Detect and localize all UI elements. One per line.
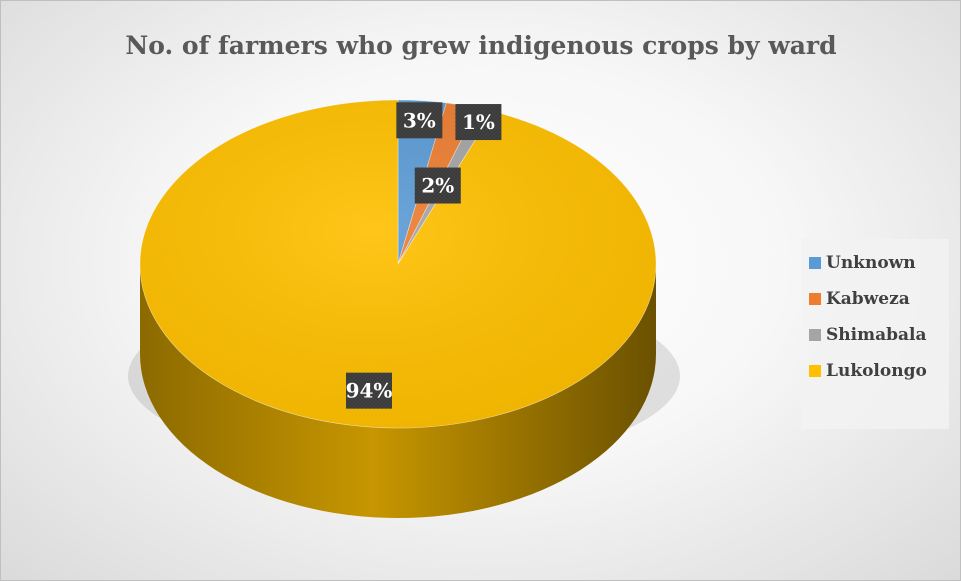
legend-swatch bbox=[809, 293, 821, 305]
legend-item-kabweza: Kabweza bbox=[809, 287, 949, 311]
legend-swatch bbox=[809, 257, 821, 269]
data-label-text: 1% bbox=[462, 110, 495, 134]
data-label-shimabala: 1% bbox=[455, 104, 502, 141]
legend-label: Unknown bbox=[826, 253, 916, 273]
data-label-text: 3% bbox=[403, 108, 436, 132]
legend: Unknown Kabweza Shimabala Lukolongo bbox=[801, 239, 949, 429]
chart-title: No. of farmers who grew indigenous crops… bbox=[125, 31, 837, 60]
data-label-lukolongo: 94% bbox=[346, 372, 393, 409]
legend-item-lukolongo: Lukolongo bbox=[809, 359, 949, 383]
legend-swatch bbox=[809, 365, 821, 377]
data-label-text: 94% bbox=[346, 379, 393, 403]
legend-label: Lukolongo bbox=[826, 361, 927, 381]
legend-label: Kabweza bbox=[826, 289, 910, 309]
slice-lukolongo[interactable] bbox=[139, 99, 657, 429]
legend-item-unknown: Unknown bbox=[809, 251, 949, 275]
slice-side-lukolongo bbox=[140, 264, 656, 518]
legend-swatch bbox=[809, 329, 821, 341]
legend-label: Shimabala bbox=[826, 325, 927, 345]
legend-item-shimabala: Shimabala bbox=[809, 323, 949, 347]
data-label-kabweza: 2% bbox=[414, 167, 461, 204]
data-label-text: 2% bbox=[421, 174, 454, 198]
data-label-unknown: 3% bbox=[396, 102, 443, 139]
